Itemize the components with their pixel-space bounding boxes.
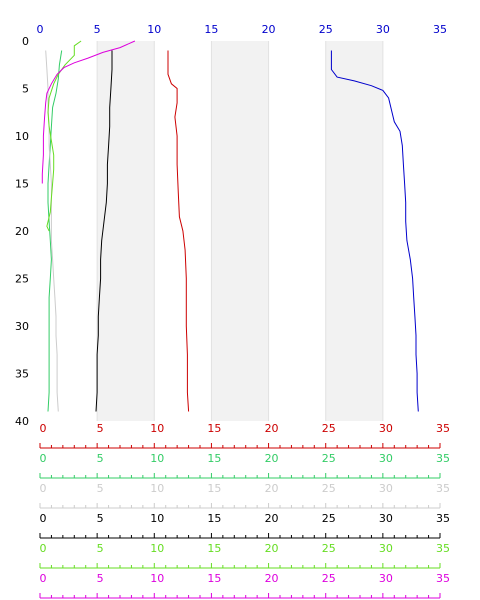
y-tick-label-1: 5	[22, 83, 29, 96]
series-line-3	[47, 50, 63, 412]
x-axis-2-tick-label-2: 10	[150, 452, 164, 465]
x-axis-4-tick-label-4: 20	[265, 512, 279, 525]
x-axis-3-tick-label-6: 30	[379, 482, 393, 495]
y-tick-label-8: 40	[15, 415, 29, 428]
series-line-0	[330, 50, 419, 412]
x-axis-4-tick-label-3: 15	[207, 512, 221, 525]
x-axis-5-tick-label-2: 10	[150, 542, 164, 555]
series-line-4	[45, 50, 59, 412]
x-axis-2-tick-label-3: 15	[207, 452, 221, 465]
y-tick-label-5: 25	[15, 273, 29, 286]
x-axis-6-tick-label-6: 30	[379, 572, 393, 585]
top-x-tick-label-1: 5	[94, 23, 101, 36]
x-axis-3-tick-label-7: 35	[436, 482, 450, 495]
top-x-tick-label-5: 25	[319, 23, 333, 36]
x-axis-2-tick-label-0: 0	[40, 452, 47, 465]
top-x-tick-label-6: 30	[376, 23, 390, 36]
top-x-tick-label-0: 0	[37, 23, 44, 36]
shaded-band-1	[211, 41, 269, 421]
x-axis-1-tick-label-4: 20	[265, 422, 279, 435]
x-axis-2-tick-label-5: 25	[322, 452, 336, 465]
x-axis-1-tick-label-7: 35	[436, 422, 450, 435]
x-axis-5-tick-label-5: 25	[322, 542, 336, 555]
shaded-band-0	[97, 41, 155, 421]
x-axis-4-tick-label-5: 25	[322, 512, 336, 525]
y-tick-label-6: 30	[15, 320, 29, 333]
x-axis-1-tick-label-0: 0	[40, 422, 47, 435]
x-axis-6-tick-label-5: 25	[322, 572, 336, 585]
x-axis-5-tick-label-7: 35	[436, 542, 450, 555]
shaded-band-2	[325, 41, 383, 421]
x-axis-3-tick-label-2: 10	[150, 482, 164, 495]
x-axis-3-tick-label-4: 20	[265, 482, 279, 495]
top-x-tick-label-7: 35	[433, 23, 447, 36]
x-axis-6-tick-label-1: 5	[97, 572, 104, 585]
x-axis-5-tick-label-3: 15	[207, 542, 221, 555]
x-axis-6-tick-label-7: 35	[436, 572, 450, 585]
x-axis-4-tick-label-6: 30	[379, 512, 393, 525]
x-axis-4-tick-label-2: 10	[150, 512, 164, 525]
y-tick-label-2: 10	[15, 130, 29, 143]
x-axis-1-tick-label-3: 15	[207, 422, 221, 435]
x-axis-6-tick-label-0: 0	[40, 572, 47, 585]
x-axis-5-tick-label-1: 5	[97, 542, 104, 555]
x-axis-4-tick-label-1: 5	[97, 512, 104, 525]
x-axis-4-tick-label-0: 0	[40, 512, 47, 525]
x-axis-5-tick-label-6: 30	[379, 542, 393, 555]
top-x-tick-label-3: 15	[204, 23, 218, 36]
y-tick-label-7: 35	[15, 368, 29, 381]
top-x-tick-label-4: 20	[262, 23, 276, 36]
x-axis-3-tick-label-1: 5	[97, 482, 104, 495]
x-axis-6-tick-label-4: 20	[265, 572, 279, 585]
x-axis-1-tick-label-2: 10	[150, 422, 164, 435]
x-axis-2-tick-label-6: 30	[379, 452, 393, 465]
x-axis-2-tick-label-7: 35	[436, 452, 450, 465]
series-line-1	[167, 50, 190, 412]
x-axis-5-tick-label-4: 20	[265, 542, 279, 555]
series-line-2	[95, 50, 113, 412]
x-axis-5-tick-label-0: 0	[40, 542, 47, 555]
x-axis-2-tick-label-1: 5	[97, 452, 104, 465]
top-x-tick-label-2: 10	[147, 23, 161, 36]
x-axis-6-tick-label-2: 10	[150, 572, 164, 585]
series-line-6	[41, 40, 136, 184]
x-axis-2-tick-label-4: 20	[265, 452, 279, 465]
x-axis-3-tick-label-5: 25	[322, 482, 336, 495]
y-tick-label-4: 20	[15, 225, 29, 238]
x-axis-3-tick-label-3: 15	[207, 482, 221, 495]
x-axis-6-tick-label-3: 15	[207, 572, 221, 585]
x-axis-1-tick-label-6: 30	[379, 422, 393, 435]
y-tick-label-0: 0	[22, 35, 29, 48]
series-line-5	[46, 40, 82, 232]
x-axis-1-tick-label-1: 5	[97, 422, 104, 435]
x-axis-1-tick-label-5: 25	[322, 422, 336, 435]
x-axis-3-tick-label-0: 0	[40, 482, 47, 495]
y-tick-label-3: 15	[15, 178, 29, 191]
x-axis-4-tick-label-7: 35	[436, 512, 450, 525]
